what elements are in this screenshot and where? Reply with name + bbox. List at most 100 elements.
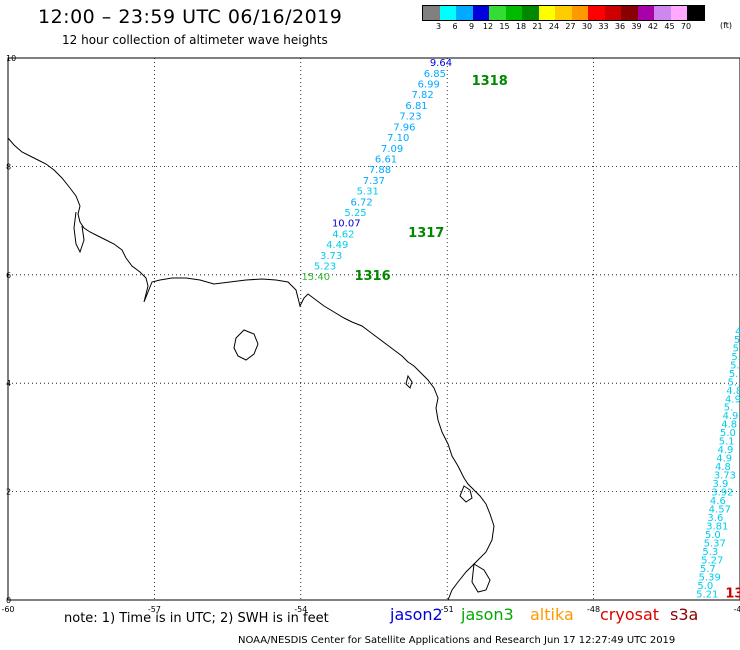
swh-value: 9.64 [430, 58, 452, 69]
legend-label: 24 [548, 22, 560, 31]
swh-value: 15.40 [301, 272, 330, 283]
swh-value-east: 5.21 [696, 589, 718, 600]
satellite-cryosat: cryosat [600, 605, 660, 624]
legend-swatch [505, 6, 522, 20]
legend-labels: 3 6 9 12 15 18 21 24 27 30 33 36 39 42 45 70 [422, 22, 705, 34]
legend-label: 33 [598, 22, 609, 31]
swh-value: 4.49 [326, 240, 348, 251]
coastline-islet [405, 374, 413, 389]
swh-value: 7.10 [387, 133, 409, 144]
swh-value: 3.73 [320, 251, 342, 262]
swh-value: 7.23 [399, 112, 421, 123]
swh-value-east: 5.0 [705, 530, 721, 541]
swh-value-east: 5.27 [701, 555, 723, 566]
pass-label: 1316 [354, 269, 390, 284]
legend-label: 21 [532, 22, 543, 31]
swh-value-east: 5. [731, 352, 740, 363]
legend-swatch [604, 6, 621, 20]
legend-label: 42 [647, 22, 659, 31]
swh-value-east: 5.37 [704, 538, 726, 549]
swh-track-main: 9.646.856.997.826.817.237.967.107.096.61… [301, 58, 452, 283]
swh-value-east: 4.9 [717, 445, 733, 456]
swh-value: 6.81 [405, 101, 427, 112]
y-tick-label: 8 [6, 162, 11, 171]
swh-value-east: 3.73 [714, 471, 736, 482]
swh-value-east: 5. [724, 403, 734, 414]
legend-label: 30 [581, 22, 593, 31]
legend-swatch [522, 6, 539, 20]
swh-value-east: 4.9 [725, 394, 740, 405]
swh-value: 7.96 [393, 122, 415, 133]
swh-value: 5.31 [357, 187, 379, 198]
swh-value: 5.23 [314, 262, 336, 273]
legend-swatch [687, 6, 704, 20]
map-frame [7, 57, 740, 601]
swh-value: 10.07 [332, 219, 361, 230]
graticule [8, 58, 740, 600]
legend-swatch [439, 6, 456, 20]
footer-note: note: 1) Time is in UTC; 2) SWH is in fe… [64, 611, 329, 626]
swh-value-east: 5.7 [700, 564, 716, 575]
swh-value-east: 4.6 [710, 496, 726, 507]
legend-swatch [538, 6, 555, 20]
legend-label: 12 [482, 22, 494, 31]
map-subtitle: 12 hour collection of altimeter wave hei… [62, 33, 328, 47]
legend-swatch [670, 6, 687, 20]
swh-value-east: 5.0 [697, 581, 713, 592]
x-tick-label: -45 [733, 605, 740, 614]
swh-value-east: 4.8 [715, 462, 731, 473]
lake-island [233, 329, 259, 361]
swh-value: 6.72 [351, 197, 373, 208]
legend-swatch [621, 6, 638, 20]
swh-value: 4.62 [332, 229, 354, 240]
swh-value: 6.99 [418, 80, 440, 91]
swh-value: 7.88 [369, 165, 391, 176]
legend-swatch [456, 6, 473, 20]
map-title: 12:00 – 23:59 UTC 06/16/2019 [38, 6, 343, 28]
coastline-spur [73, 211, 85, 254]
swh-value-east: 4.8 [735, 326, 740, 337]
satellite-altika: altika [530, 605, 574, 624]
legend-label: 18 [515, 22, 527, 31]
legend-label: 45 [664, 22, 675, 31]
y-tick-label: 2 [6, 488, 11, 497]
credit-line: NOAA/NESDIS Center for Satellite Applica… [238, 635, 676, 646]
satellite-jason3: jason3 [461, 605, 514, 624]
legend-swatches [422, 5, 705, 21]
swh-value-east: 5. [729, 369, 739, 380]
swh-value-east: 3.9 [712, 479, 728, 490]
x-tick-label: -57 [148, 605, 161, 614]
swh-value-east: 3.6 [707, 513, 723, 524]
swh-value-east: 5.0 [720, 428, 736, 439]
swh-track-east: 4.85.5.5.5.5.5.4.84.95.4.94.85.05.14.94.… [696, 326, 740, 601]
swh-value-east: 5. [728, 377, 738, 388]
legend-swatch [423, 6, 440, 20]
swh-value-east: 4.9 [723, 411, 739, 422]
coastline-main [7, 137, 495, 601]
legend-swatch [555, 6, 572, 20]
satellite-s3a: s3a [670, 605, 699, 624]
swh-value-east: 4.8 [726, 386, 740, 397]
y-tick-label: 10 [6, 54, 16, 63]
coastline-delta [459, 485, 491, 593]
swh-value: 5.25 [344, 208, 366, 219]
swh-value-east: 5.3 [702, 547, 718, 558]
pass-label: 1318 [472, 74, 508, 89]
y-tick-label: 0 [6, 596, 11, 605]
legend-label: 70 [680, 22, 692, 31]
pass-label-east: 130 [725, 586, 740, 601]
x-tick-label: -48 [587, 605, 600, 614]
coastline [7, 137, 495, 601]
legend-label: 15 [499, 22, 510, 31]
swh-value-east: 4.8 [721, 420, 737, 431]
legend-swatch [489, 6, 506, 20]
legend-label: 3 [435, 22, 442, 31]
legend-swatch [472, 6, 489, 20]
swh-value-east: 5. [730, 360, 740, 371]
swh-value-east: 5. [734, 335, 740, 346]
pass-number-labels: 1318 1317 1316 [354, 74, 507, 284]
pass-label: 1317 [408, 226, 444, 241]
legend-label: 9 [468, 22, 475, 31]
legend-swatch [571, 6, 588, 20]
